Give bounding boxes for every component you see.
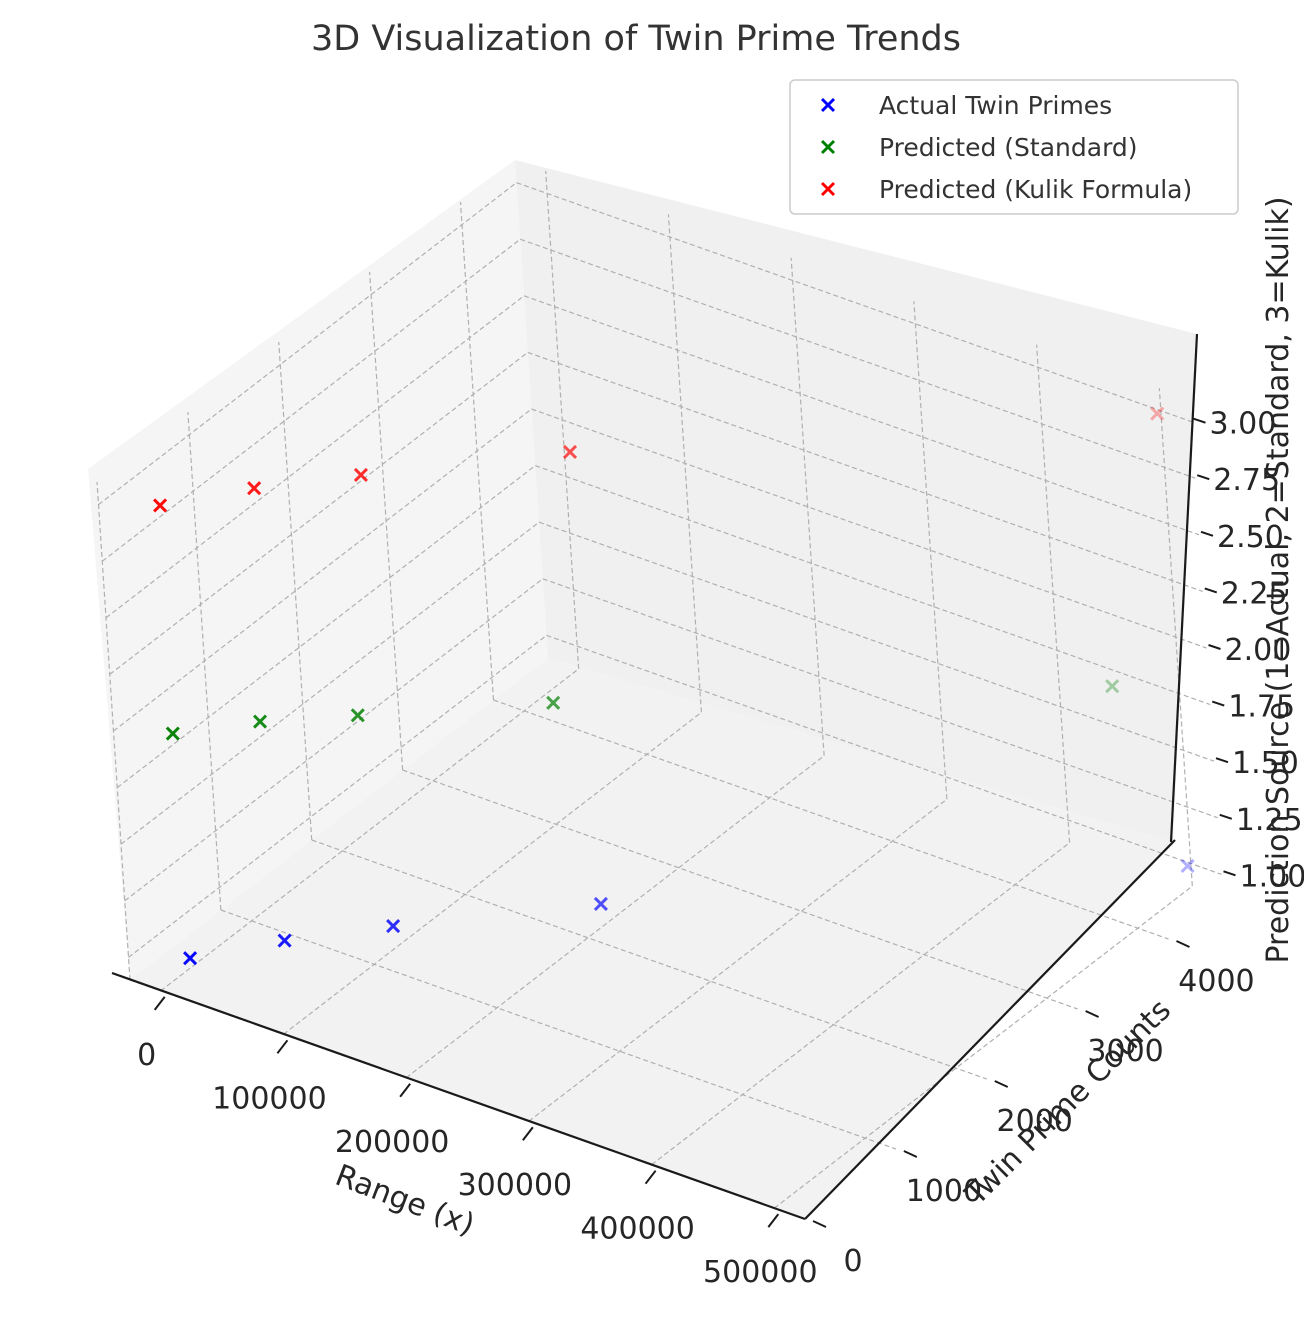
legend-marker — [820, 97, 836, 113]
grid-line-y — [311, 839, 987, 1080]
y-tick-mark — [994, 1080, 1009, 1088]
left-wall-pane — [88, 160, 548, 980]
grid-line-z — [523, 295, 1200, 536]
z-tick-label: 3.00 — [1210, 407, 1277, 442]
grid-line-z — [542, 578, 1218, 819]
data-point — [277, 933, 292, 948]
x-tick-label: 0 — [137, 1038, 156, 1073]
grid-line-z — [520, 238, 1196, 479]
x-tick-label: 500000 — [703, 1255, 818, 1290]
z-tick-mark — [1223, 870, 1236, 877]
data-point — [247, 481, 262, 496]
data-point — [1180, 858, 1195, 874]
legend-box — [789, 79, 1239, 215]
z-tick-mark — [1204, 587, 1218, 594]
z-tick-mark — [1211, 700, 1225, 707]
x-tick-mark — [399, 1083, 411, 1098]
z-tick-label: 1.00 — [1240, 859, 1304, 894]
z-tick-mark — [1193, 417, 1206, 424]
data-point — [153, 498, 168, 513]
data-point — [1105, 679, 1120, 694]
grid-line-y — [220, 909, 897, 1150]
data-point — [562, 444, 578, 459]
z-tick-mark — [1215, 757, 1229, 764]
data-point — [386, 918, 401, 934]
x-tick-mark — [767, 1213, 780, 1228]
z-tick-mark — [1208, 644, 1221, 650]
y-tick-label: 1000 — [906, 1174, 982, 1209]
grid-line-z — [531, 408, 1207, 649]
z-tick-mark — [1219, 813, 1233, 820]
y-tick-label: 4000 — [1178, 964, 1254, 999]
legend: Actual Twin Primes Predicted (Standard) Pr… — [789, 79, 1239, 215]
z-tick-mark — [1200, 530, 1214, 537]
data-point — [350, 708, 365, 723]
y-tick-mark — [1085, 1010, 1100, 1018]
data-point — [183, 951, 198, 966]
z-axis-label: Prediction Source (1=Actual, 2=Standard,… — [1261, 196, 1296, 963]
z-axis-line — [1169, 333, 1199, 843]
axes-panes — [88, 160, 1197, 1219]
data-point — [353, 467, 369, 483]
z-tick-mark — [1196, 474, 1210, 481]
legend-marker — [820, 139, 836, 155]
grid-line-z — [516, 182, 1192, 423]
z-tick-label: 2.75 — [1213, 463, 1280, 498]
y-tick-label: 3000 — [1087, 1034, 1163, 1069]
y-tick-mark — [903, 1150, 918, 1158]
z-tick-label: 1.25 — [1236, 803, 1303, 838]
x-tick-mark — [153, 996, 166, 1011]
data-point — [165, 726, 180, 741]
y-axis-line — [804, 839, 1176, 1220]
grid-line-z — [527, 351, 1203, 592]
grid-lines — [96, 170, 1222, 1220]
x-tick-label: 400000 — [580, 1212, 695, 1247]
z-tick-label: 2.25 — [1221, 576, 1288, 611]
chart-title: 3D Visualization of Twin Prime Trends — [311, 19, 961, 59]
y-tick-label: 2000 — [997, 1104, 1073, 1139]
grid-line-z — [546, 634, 1222, 875]
grid-line-z — [535, 465, 1211, 706]
grid-line-y — [278, 341, 313, 841]
legend-entry: Actual Twin Primes — [879, 91, 1112, 120]
back-wall-pane — [515, 160, 1197, 842]
z-tick-label: 1.75 — [1228, 690, 1295, 725]
x-tick-mark — [522, 1126, 534, 1141]
z-tick-label: 2.50 — [1217, 520, 1284, 555]
data-point — [593, 896, 608, 911]
y-tick-label: 0 — [843, 1244, 862, 1279]
x-axis-line — [111, 971, 806, 1221]
y-tick-mark — [812, 1220, 827, 1228]
x-tick-label: 200000 — [335, 1125, 450, 1160]
grid-line-z — [538, 521, 1215, 762]
z-tick-label: 2.00 — [1225, 633, 1292, 668]
data-point — [1150, 406, 1165, 421]
grid-line-y — [402, 769, 1078, 1010]
data-point — [253, 714, 268, 729]
x-tick-mark — [276, 1039, 289, 1054]
grid-line-y — [493, 699, 1169, 940]
legend-entry: Predicted (Kulik Formula) — [879, 175, 1192, 204]
grid-line-x — [913, 301, 948, 800]
data-points — [153, 406, 1195, 966]
floor-pane — [130, 658, 1173, 1219]
legend-marker — [820, 181, 836, 197]
x-tick-label: 100000 — [212, 1081, 327, 1116]
axis-lines — [111, 333, 1199, 1221]
x-tick-label: 300000 — [458, 1168, 573, 1203]
x-tick-mark — [644, 1170, 657, 1185]
y-tick-mark — [1176, 940, 1190, 948]
z-tick-label: 1.50 — [1232, 746, 1299, 781]
data-point — [546, 695, 561, 710]
legend-entry: Predicted (Standard) — [879, 133, 1138, 162]
